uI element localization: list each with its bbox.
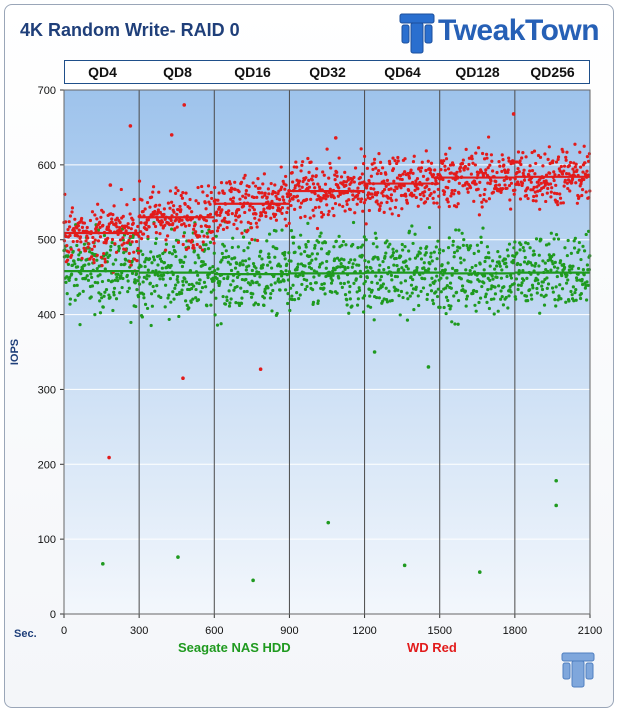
qd-label: QD8: [163, 64, 192, 80]
qd-label: QD16: [234, 64, 271, 80]
queue-depth-header: QD4 QD8 QD16 QD32 QD64 QD128 QD256: [64, 60, 590, 84]
x-unit-label: Sec.: [14, 628, 37, 640]
chart-title: 4K Random Write- RAID 0: [20, 20, 240, 40]
qd-label: QD256: [530, 64, 575, 80]
legend-seagate: Seagate NAS HDD: [178, 640, 291, 655]
qd-label: QD4: [88, 64, 117, 80]
tweaktown-watermark-icon: [561, 652, 595, 688]
legend-wd-red: WD Red: [407, 640, 457, 655]
qd-label: QD64: [384, 64, 421, 80]
brand-name: TweakTown: [438, 14, 600, 47]
tweaktown-logo-icon: [399, 13, 435, 54]
qd-label: QD128: [455, 64, 500, 80]
chart-frame: [4, 4, 614, 708]
qd-label: QD32: [309, 64, 346, 80]
